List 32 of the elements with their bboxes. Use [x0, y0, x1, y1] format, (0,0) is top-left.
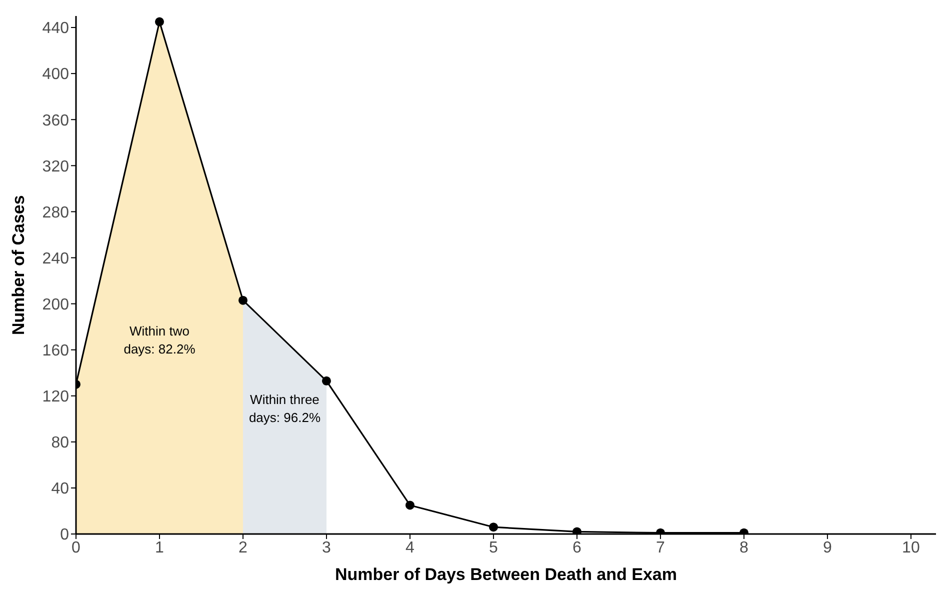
x-tick-label: 10 — [902, 539, 920, 556]
point — [488, 522, 498, 532]
x-tick-label: 1 — [155, 539, 164, 556]
y-tick-label: 0 — [60, 526, 70, 544]
x-tick-label: 9 — [823, 539, 832, 556]
x-tick-label: 8 — [740, 539, 749, 556]
y-tick-label: 400 — [42, 66, 70, 84]
x-tick-label: 4 — [406, 539, 415, 556]
annotation: Within three days: 96.2% — [248, 392, 321, 425]
x-tick-label: 0 — [72, 539, 81, 556]
x-tick-label: 6 — [572, 539, 582, 556]
x-tick-label: 2 — [238, 539, 248, 556]
annotation: Within two days: 82.2% — [124, 323, 196, 356]
y-tick-label: 360 — [42, 112, 70, 130]
y-tick-label: 160 — [42, 342, 70, 360]
y-tick-label: 80 — [51, 434, 70, 452]
point — [322, 376, 331, 386]
y-tick-label: 200 — [42, 296, 70, 314]
y-axis-title: Number of Cases — [9, 195, 28, 335]
y-tick-label: 40 — [51, 480, 70, 498]
point — [154, 17, 164, 26]
x-tick-label: 5 — [489, 539, 498, 556]
y-tick-label: 320 — [42, 158, 70, 176]
point — [238, 296, 248, 305]
x-axis-title: Number of Days Between Death and Exam — [335, 565, 677, 584]
y-tick-label: 440 — [42, 20, 70, 38]
x-tick-label: 3 — [322, 539, 332, 556]
y-tick-label: 240 — [42, 250, 70, 268]
y-tick-label: 280 — [42, 204, 70, 222]
point — [405, 500, 414, 510]
x-tick-label: 7 — [656, 539, 666, 556]
y-tick-label: 120 — [42, 388, 70, 406]
